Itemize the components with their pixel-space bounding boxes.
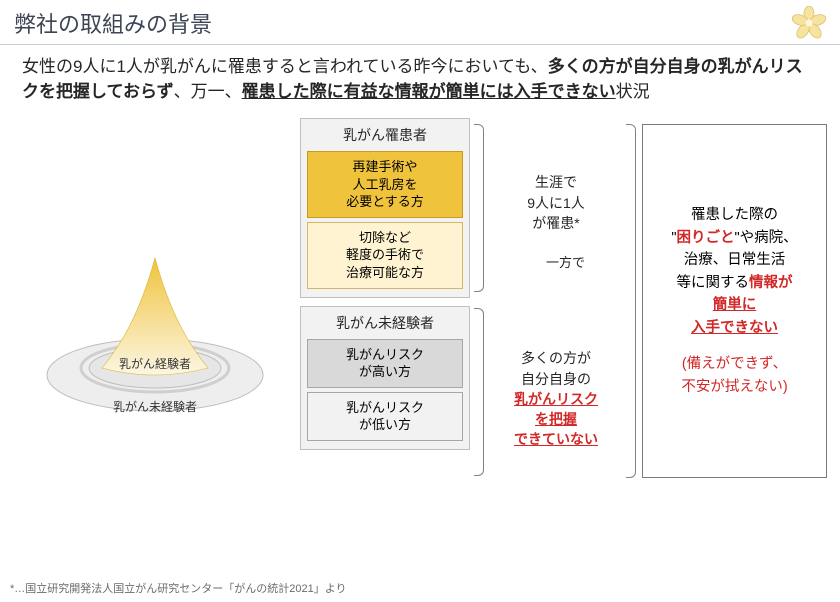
rb-l5: 簡単に <box>713 294 757 316</box>
diagram-area: 乳がん経験者 乳がん未経験者 乳がん罹患者 再建手術や 人工乳房を 必要とする方… <box>0 110 840 530</box>
mt1-l2: 9人に1人 <box>486 193 626 213</box>
conclusion-box: 罹患した際の "困りごと"や病院、 治療、日常生活 等に関する情報が 簡単に 入… <box>642 124 827 478</box>
bracket-bottom <box>474 308 484 476</box>
subtitle-part5: 状況 <box>616 82 650 101</box>
rb-l1: 罹患した際の <box>691 204 778 226</box>
flower-icon <box>792 6 826 40</box>
mt2-l1: 多くの方が <box>486 348 626 368</box>
rb-l7: (備えができず、 <box>682 353 787 375</box>
group-nonpatients-title: 乳がん未経験者 <box>305 311 465 335</box>
pyramid-label-inner: 乳がん経験者 <box>40 355 270 372</box>
aside-text: 一方で <box>546 252 585 271</box>
mt2-red1: 乳がんリスク <box>486 389 626 409</box>
box-reconstruction: 再建手術や 人工乳房を 必要とする方 <box>307 151 463 218</box>
rb-l8: 不安が拭えない) <box>681 376 787 398</box>
box-low-risk: 乳がんリスク が低い方 <box>307 392 463 441</box>
subtitle-part1: 女性の9人に1人が乳がんに罹患すると言われている昨今においても、 <box>22 57 548 76</box>
rb-l2: "困りごと"や病院、 <box>671 227 797 249</box>
title-bar: 弊社の取組みの背景 <box>0 0 840 45</box>
stat-unaware: 多くの方が 自分自身の 乳がんリスク を把握 できていない <box>486 348 626 449</box>
rb-l6: 入手できない <box>691 317 778 339</box>
category-column: 乳がん罹患者 再建手術や 人工乳房を 必要とする方 切除など 軽度の手術で 治療… <box>300 118 470 457</box>
pyramid-label-outer: 乳がん未経験者 <box>40 398 270 415</box>
mt2-red2: を把握 <box>486 409 626 429</box>
group-patients: 乳がん罹患者 再建手術や 人工乳房を 必要とする方 切除など 軽度の手術で 治療… <box>300 118 470 297</box>
page-title: 弊社の取組みの背景 <box>14 7 212 39</box>
stat-lifetime: 生涯で 9人に1人 が罹患* <box>486 172 626 233</box>
mt1-l3: が罹患* <box>486 213 626 233</box>
rb-l4: 等に関する情報が <box>677 272 793 294</box>
pyramid: 乳がん経験者 乳がん未経験者 <box>40 240 270 420</box>
bracket-right <box>626 124 636 478</box>
group-patients-title: 乳がん罹患者 <box>305 123 465 147</box>
mt2-red3: できていない <box>486 429 626 449</box>
subtitle: 女性の9人に1人が乳がんに罹患すると言われている昨今においても、多くの方が自分自… <box>0 45 840 110</box>
mt1-l1: 生涯で <box>486 172 626 192</box>
box-high-risk: 乳がんリスク が高い方 <box>307 339 463 388</box>
subtitle-bold-ul: 罹患した際に有益な情報が簡単には入手できない <box>242 82 616 101</box>
box-mild-surgery: 切除など 軽度の手術で 治療可能な方 <box>307 222 463 289</box>
footnote: *…国立研究開発法人国立がん研究センター「がんの統計2021」より <box>10 580 347 596</box>
bracket-top <box>474 124 484 292</box>
group-nonpatients: 乳がん未経験者 乳がんリスク が高い方 乳がんリスク が低い方 <box>300 306 470 450</box>
rb-l3: 治療、日常生活 <box>684 249 786 271</box>
mt2-l2: 自分自身の <box>486 369 626 389</box>
subtitle-part3: 、万一、 <box>174 82 242 101</box>
